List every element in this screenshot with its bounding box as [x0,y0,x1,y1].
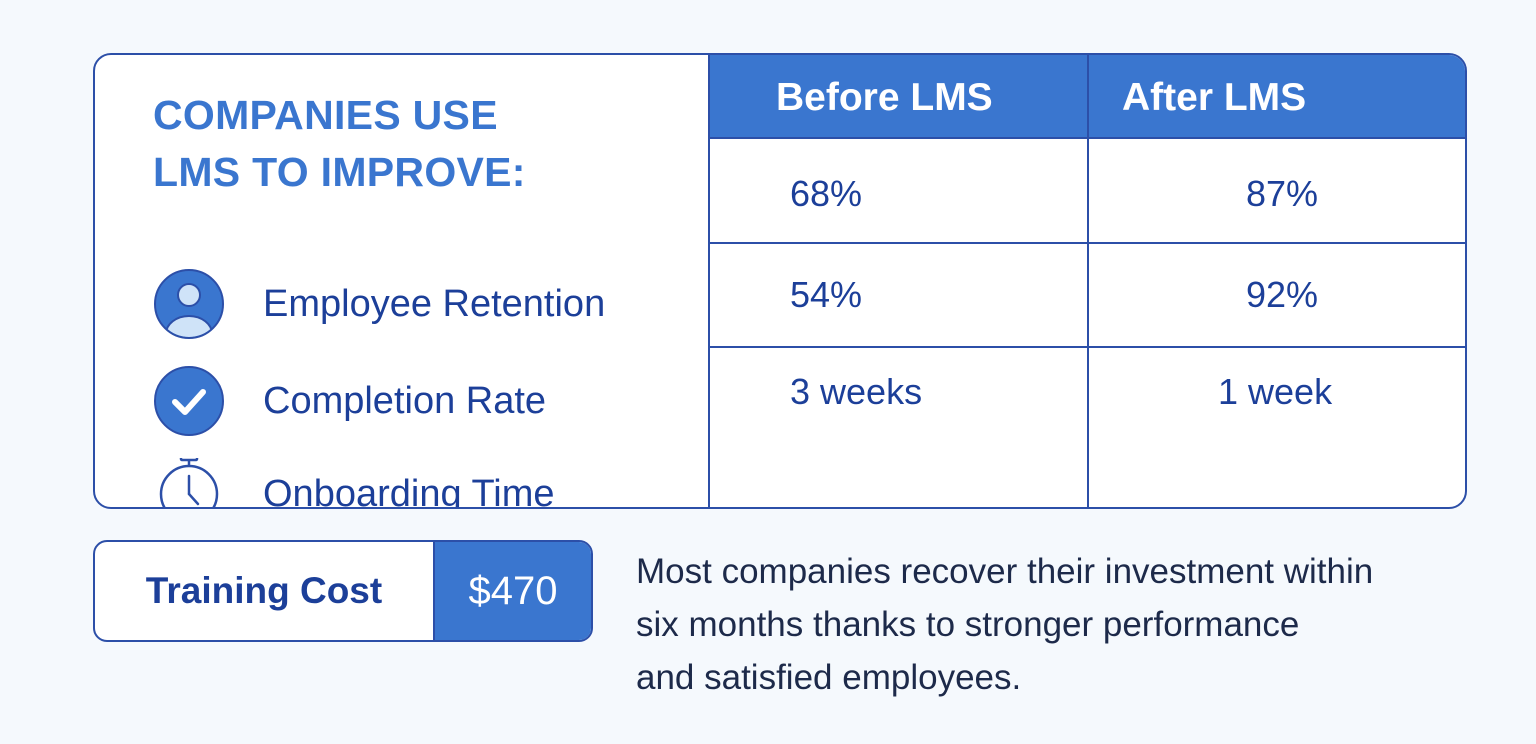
metric-completion-rate: Completion Rate [153,365,546,437]
metric-label: Onboarding Time [263,472,555,509]
column-divider [1087,55,1089,507]
cell-after-onboarding: 1 week [1218,371,1333,412]
heading-line-1: COMPANIES USE [153,92,498,138]
comparison-card: COMPANIES USE LMS TO IMPROVE: Employee R… [93,53,1467,509]
header-before-lms: Before LMS [776,76,993,119]
training-cost-box: Training Cost $470 [93,540,593,642]
user-icon [153,268,225,340]
training-cost-label: Training Cost [145,570,383,611]
stopwatch-icon [153,458,225,507]
note-line-1: Most companies recover their investment … [636,552,1374,591]
cell-after-retention: 87% [1246,173,1319,214]
note-line-3: and satisfied employees. [636,658,1022,697]
note-line-2: six months thanks to stronger performanc… [636,605,1300,644]
cell-before-retention: 68% [790,173,863,214]
roi-note: Most companies recover their investment … [636,545,1496,704]
checkmark-icon [153,365,225,437]
header-after-lms: After LMS [1122,76,1307,119]
improvements-panel: COMPANIES USE LMS TO IMPROVE: Employee R… [95,55,708,507]
metric-onboarding-time: Onboarding Time [153,458,555,509]
metric-label: Employee Retention [263,282,606,325]
panel-heading: COMPANIES USE LMS TO IMPROVE: [153,87,526,201]
cell-before-onboarding: 3 weeks [790,371,923,412]
cell-after-completion: 92% [1246,274,1319,315]
metric-label: Completion Rate [263,379,547,422]
row-divider [710,346,1465,348]
metric-employee-retention: Employee Retention [153,268,605,340]
training-cost-value: $470 [433,542,591,640]
heading-line-2: LMS TO IMPROVE: [153,149,526,195]
comparison-table: Before LMS After LMS 68% 87% 54% 92% 3 w… [708,55,1465,507]
row-divider [710,242,1465,244]
cell-before-completion: 54% [790,274,863,315]
